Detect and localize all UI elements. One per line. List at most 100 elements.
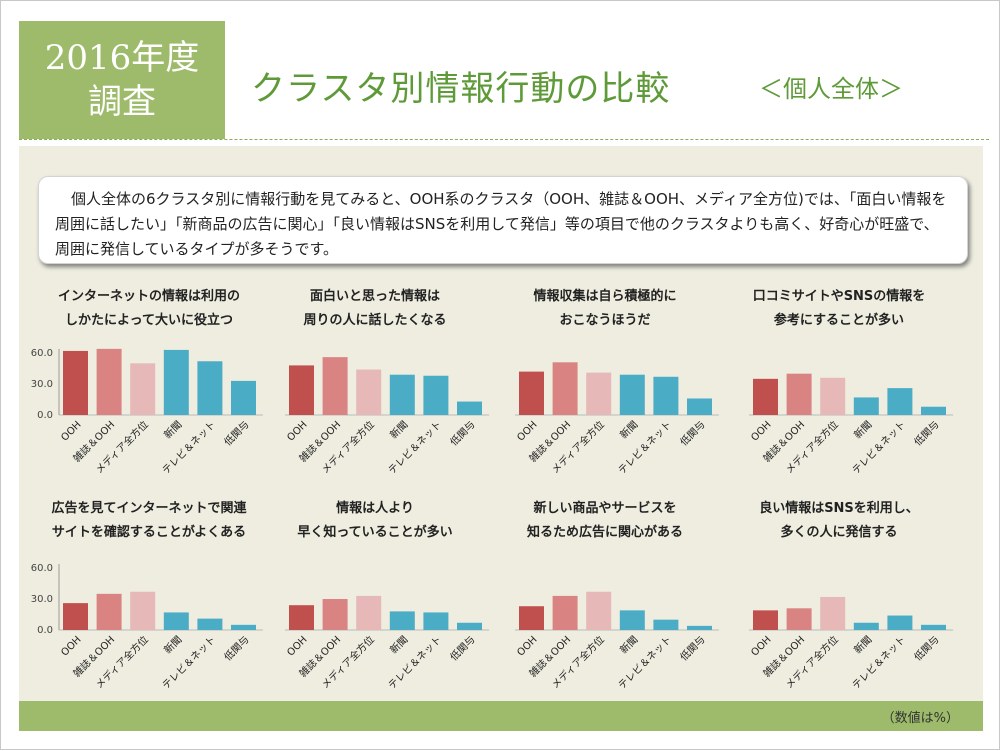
- bar-4: [853, 622, 879, 630]
- category-label: 新聞: [617, 633, 640, 656]
- bar-6: [921, 406, 946, 415]
- category-label: 新聞: [851, 418, 874, 441]
- footer-bar: [19, 701, 983, 731]
- bar-3: [820, 596, 846, 630]
- category-label: OOH: [749, 419, 773, 443]
- chart-title-6: 情報は人より 早く知っていることが多い: [297, 501, 453, 540]
- survey-label: 調査: [88, 82, 156, 122]
- category-label: 低関与: [677, 633, 707, 663]
- chart-title-7: 新しい商品やサービスを 知るため広告に関心がある: [526, 501, 683, 540]
- bar-6: [231, 624, 256, 630]
- category-label: OOH: [285, 634, 309, 658]
- unit-note: （数値は%）: [881, 711, 959, 726]
- bar-5: [423, 612, 449, 630]
- bar-5: [423, 375, 449, 415]
- bar-2: [96, 348, 122, 415]
- category-label: OOH: [749, 634, 773, 658]
- bar-3: [130, 363, 156, 415]
- bar-6: [687, 625, 712, 630]
- bar-5: [653, 376, 679, 415]
- bar-2: [552, 362, 578, 415]
- bar-6: [231, 380, 256, 415]
- bar-1: [753, 378, 778, 415]
- y-tick-label: 0.0: [37, 410, 53, 421]
- chart-title-5: 広告を見てインターネットで関連 サイトを確認することがよくある: [51, 501, 247, 540]
- page-subtitle: ＜個人全体＞: [759, 75, 903, 103]
- bar-3: [586, 591, 612, 630]
- chart-title-2: 面白いと思った情報は 周りの人に話したくなる: [303, 289, 447, 328]
- chart-title-3: 情報収集は自ら積極的に おこなうほうだ: [533, 289, 677, 328]
- bar-6: [687, 398, 712, 415]
- bar-2: [322, 357, 348, 415]
- bar-5: [197, 361, 223, 415]
- page-title: クラスタ別情報行動の比較: [251, 69, 671, 109]
- bar-6: [921, 624, 946, 630]
- category-label: 低関与: [221, 418, 251, 448]
- bar-5: [197, 618, 223, 630]
- bar-4: [619, 610, 645, 630]
- bar-3: [820, 377, 846, 415]
- bar-4: [389, 611, 415, 630]
- bar-1: [519, 371, 544, 415]
- bar-3: [130, 591, 156, 630]
- bar-5: [887, 388, 913, 415]
- category-label: 低関与: [447, 633, 477, 663]
- category-label: 新聞: [387, 633, 410, 656]
- bar-4: [163, 612, 189, 630]
- bar-1: [63, 350, 88, 415]
- y-tick-label: 30.0: [31, 594, 53, 605]
- survey-year-badge: 2016年度 調査: [19, 21, 225, 139]
- bar-4: [389, 374, 415, 415]
- bar-4: [163, 349, 189, 415]
- category-label: OOH: [59, 419, 83, 443]
- bar-5: [653, 619, 679, 630]
- category-label: 低関与: [447, 418, 477, 448]
- category-label: OOH: [285, 419, 309, 443]
- chart-title-1: インターネットの情報は利用の しかたによって大いに役立つ: [57, 289, 240, 328]
- bar-6: [457, 401, 482, 415]
- category-label: 低関与: [911, 418, 941, 448]
- bar-2: [786, 608, 812, 630]
- summary-box: 個人全体の6クラスタ別に情報行動を見てみると、OOH系のクラスタ（OOH、雑誌＆…: [38, 176, 968, 264]
- bar-2: [552, 595, 578, 630]
- bar-4: [853, 397, 879, 415]
- bar-1: [753, 610, 778, 630]
- category-label: OOH: [515, 419, 539, 443]
- chart-title-8: 良い情報はSNSを利用し、 多くの人に発信する: [759, 501, 919, 540]
- category-label: 新聞: [617, 418, 640, 441]
- bar-3: [356, 595, 382, 630]
- category-label: 新聞: [387, 418, 410, 441]
- category-label: 低関与: [911, 633, 941, 663]
- bar-1: [63, 603, 88, 630]
- y-tick-label: 0.0: [37, 625, 53, 636]
- bar-1: [519, 606, 544, 630]
- bar-1: [289, 365, 314, 415]
- chart-title-4: 口コミサイトやSNSの情報を 参考にすることが多い: [752, 289, 926, 328]
- category-label: OOH: [515, 634, 539, 658]
- bar-2: [786, 373, 812, 415]
- bar-5: [887, 615, 913, 630]
- category-label: OOH: [59, 634, 83, 658]
- header-divider: [19, 139, 989, 140]
- bar-6: [457, 622, 482, 630]
- category-label: 低関与: [677, 418, 707, 448]
- bar-3: [586, 372, 612, 415]
- category-label: 新聞: [161, 418, 184, 441]
- bar-2: [96, 593, 122, 630]
- y-tick-label: 30.0: [31, 379, 53, 390]
- category-label: 新聞: [851, 633, 874, 656]
- bar-2: [322, 599, 348, 630]
- survey-year: 2016年度: [44, 38, 200, 78]
- bar-1: [289, 605, 314, 630]
- y-tick-label: 60.0: [31, 563, 53, 574]
- y-tick-label: 60.0: [31, 348, 53, 359]
- bar-4: [619, 374, 645, 415]
